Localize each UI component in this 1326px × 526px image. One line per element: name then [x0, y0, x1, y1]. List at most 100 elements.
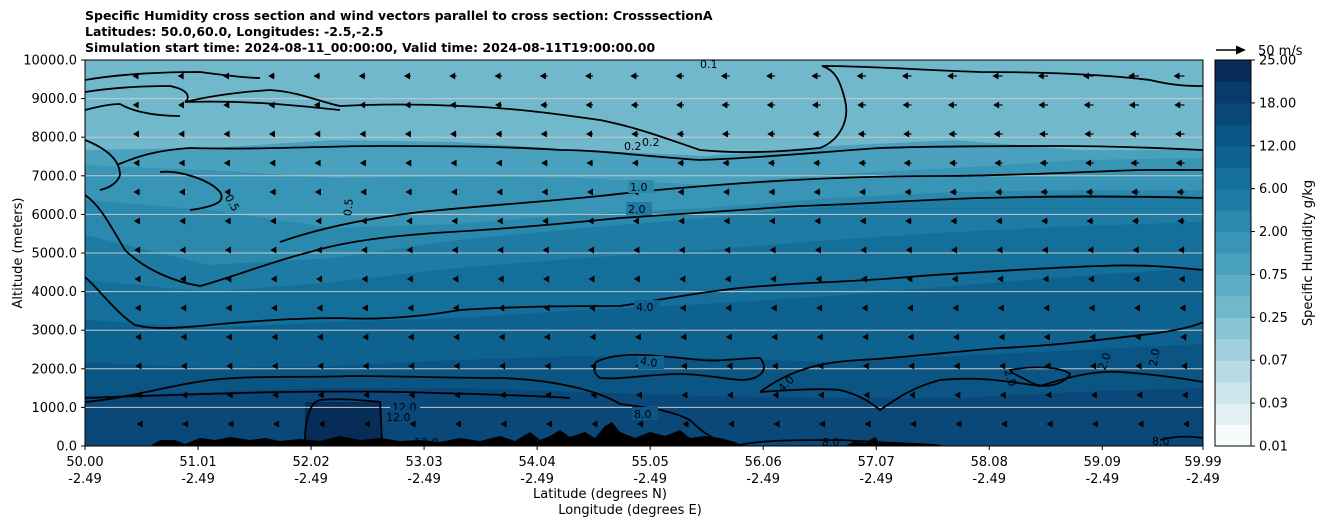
contour-line-0-5-c — [116, 145, 1203, 166]
wind-vector-head — [1083, 101, 1090, 109]
wind-vector-head — [859, 217, 866, 225]
wind-vector-head — [180, 333, 187, 341]
wind-vector-head — [1037, 72, 1044, 80]
wind-vector-head — [270, 275, 277, 283]
wind-vector-head — [1177, 217, 1184, 225]
wind-vector-head — [271, 304, 278, 312]
wind-vector-head — [637, 420, 643, 428]
wind-vector-head — [904, 188, 911, 196]
wind-vector-head — [178, 188, 185, 196]
wind-vector-head — [360, 188, 367, 196]
colorbar-segment — [1215, 188, 1251, 211]
wind-vector-head — [181, 391, 188, 399]
wind-vector-head — [589, 304, 596, 312]
wind-vector-head — [268, 130, 275, 138]
wind-vector-head — [768, 188, 775, 196]
wind-vector-head — [858, 159, 865, 167]
wind-vector-head — [359, 101, 366, 109]
wind-vector-head — [1130, 159, 1137, 167]
wind-vector-head — [1131, 188, 1138, 196]
wind-vector-head — [358, 72, 365, 80]
wind-vector-head — [539, 72, 546, 80]
wind-vector-head — [999, 362, 1006, 370]
wind-vector-head — [680, 333, 687, 341]
contour-label: 12.0 — [386, 411, 411, 424]
x-tick-label-lon: -2.49 — [746, 472, 780, 487]
wind-vector-head — [361, 246, 368, 254]
wind-vector-head — [812, 130, 819, 138]
title-line-3: Simulation start time: 2024-08-11_00:00:… — [85, 40, 656, 55]
wind-vector-head — [179, 275, 186, 283]
colorbar-tick-label: 12.00 — [1259, 139, 1296, 154]
wind-vector-head — [1178, 275, 1185, 283]
wind-vector-head — [773, 420, 780, 428]
wind-vector-head — [450, 130, 457, 138]
wind-vector-head — [361, 275, 368, 283]
colorbar-segment — [1215, 253, 1251, 275]
wind-vector-head — [728, 420, 734, 428]
wind-vector-head — [1082, 72, 1089, 80]
wind-vector-head — [271, 362, 278, 370]
wind-vector-head — [770, 275, 777, 283]
wind-vector-head — [726, 391, 733, 399]
wind-vector-head — [863, 391, 870, 399]
wind-vector-head — [499, 391, 506, 399]
contour-line-2-upper — [85, 194, 1203, 287]
wind-vector-head — [1087, 246, 1094, 254]
colorbar-segment — [1215, 81, 1251, 104]
x-tick-label-lat: 55.05 — [632, 455, 669, 470]
wind-vector-head — [359, 159, 366, 167]
wind-vector-head — [677, 188, 684, 196]
colorbar-segment — [1215, 167, 1251, 190]
wind-vector-head — [908, 362, 915, 370]
wind-vector-head — [1040, 188, 1047, 196]
wind-vector-head — [816, 333, 823, 341]
wind-vector-head — [1043, 304, 1050, 312]
wind-vector-head — [407, 304, 414, 312]
wind-vector-head — [318, 420, 325, 428]
wind-vector-head — [1087, 275, 1094, 283]
wind-vector-head — [542, 217, 549, 225]
wind-vector-head — [817, 391, 824, 399]
wind-vector-head — [682, 420, 689, 428]
wind-vector-head — [816, 304, 823, 312]
wind-vector-head — [905, 246, 912, 254]
wind-vector-head — [497, 275, 504, 283]
wind-vector-head — [1085, 188, 1092, 196]
wind-vector-head — [634, 333, 641, 341]
wind-vector-head — [585, 101, 592, 109]
contour-label: 12.0 — [414, 436, 439, 449]
wind-vector-head — [542, 246, 549, 254]
wind-vector-head — [268, 72, 275, 80]
x-tick-label-lat: 56.06 — [745, 455, 782, 470]
wind-vector-head — [1045, 391, 1052, 399]
colorbar-label: Specific Humidity g/kg — [1301, 180, 1316, 326]
x-tick-label-lon: -2.49 — [520, 472, 554, 487]
wind-vector-head — [272, 391, 279, 399]
wind-vector-head — [179, 246, 186, 254]
wind-vector-head — [544, 333, 551, 341]
wind-vector-head — [724, 275, 731, 283]
wind-vector-head — [1043, 333, 1050, 341]
wind-vector-head — [541, 188, 548, 196]
chart-title: Specific Humidity cross section and wind… — [85, 8, 713, 56]
contour-label: 2.0 — [1096, 351, 1114, 372]
wind-vector-head — [725, 333, 732, 341]
wind-vector-head — [1041, 246, 1048, 254]
wind-vector-head — [676, 101, 683, 109]
wind-vector-head — [315, 246, 322, 254]
wind-vector-head — [860, 246, 867, 254]
wind-vector-head — [1176, 188, 1183, 196]
wind-vector-head — [901, 72, 908, 80]
contour-label: 2.0 — [1001, 367, 1019, 388]
wind-vector-head — [494, 101, 501, 109]
contour-label: 8.0 — [634, 408, 652, 421]
wind-vector-head — [1136, 391, 1143, 399]
wind-vector-head — [676, 130, 683, 138]
wind-vector-head — [543, 275, 550, 283]
contour-line-2-lower — [759, 370, 1203, 412]
wind-vector-head — [948, 130, 955, 138]
contour-line-4-mid — [593, 354, 765, 381]
wind-vector-head — [906, 304, 913, 312]
wind-vector-head — [910, 420, 916, 428]
